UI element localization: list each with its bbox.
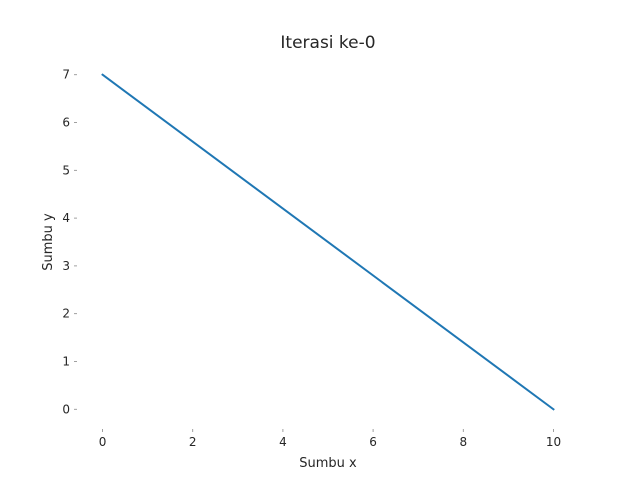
- x-tick-label: 2: [189, 435, 197, 449]
- plot-area: [101, 73, 555, 411]
- y-tick-label: 4: [62, 211, 70, 225]
- y-tick-label: 2: [62, 307, 70, 321]
- y-axis-label: Sumbu y: [41, 213, 56, 271]
- y-tick-label: 5: [62, 163, 70, 177]
- x-tick-label: 4: [279, 435, 287, 449]
- y-tick-label: 3: [62, 259, 70, 273]
- chart-title: Iterasi ke-0: [280, 33, 375, 53]
- x-axis-label: Sumbu x: [299, 456, 357, 471]
- x-tick-label: 0: [99, 435, 107, 449]
- y-tick-label: 6: [62, 116, 70, 130]
- y-tick-label: 7: [62, 68, 70, 82]
- x-tick-label: 6: [369, 435, 377, 449]
- x-tick-label: 10: [546, 435, 561, 449]
- x-tick-label: 8: [459, 435, 467, 449]
- series-line: [101, 73, 555, 411]
- y-axis-ticks: 0 1 2 3 4 5 6 7: [62, 68, 77, 416]
- y-tick-label: 0: [62, 402, 70, 416]
- x-axis-ticks: 0 2 4 6 8 10: [99, 429, 561, 449]
- y-tick-label: 1: [62, 354, 70, 368]
